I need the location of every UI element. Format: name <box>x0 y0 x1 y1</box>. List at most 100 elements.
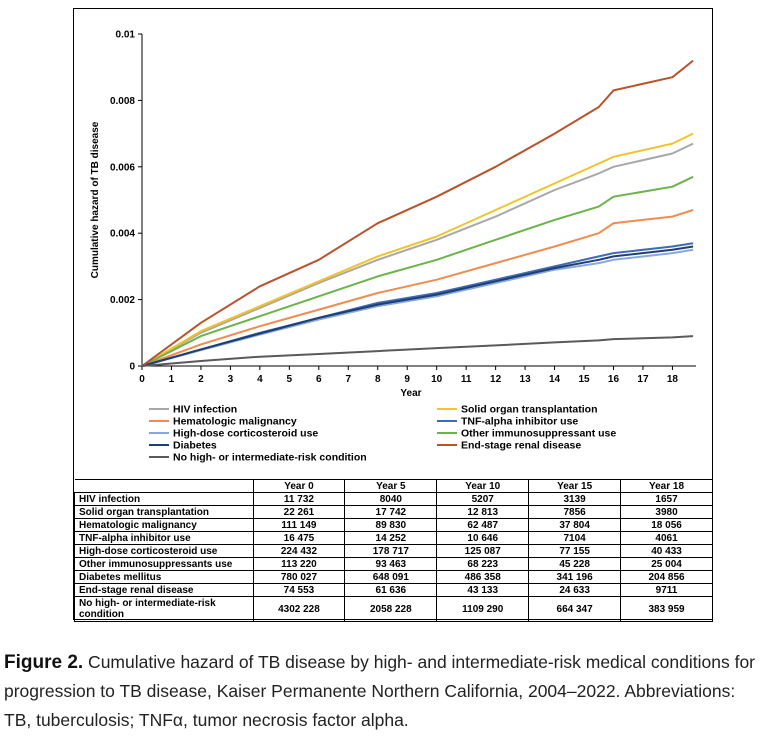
x-tick-label: 0 <box>139 374 145 385</box>
table-row: HIV infection 11 732 8040 5207 3139 1657 <box>74 492 713 506</box>
table-cell: 7104 <box>528 531 622 545</box>
table-header-cell: Year 15 <box>528 479 622 493</box>
table-cell: 486 358 <box>436 570 530 584</box>
table-corner-cell <box>74 479 254 493</box>
table-cell: 68 223 <box>436 557 530 571</box>
figure-caption: Figure 2. Cumulative hazard of TB diseas… <box>4 648 764 735</box>
table-cell: 178 717 <box>344 544 438 558</box>
table-body: HIV infection 11 732 8040 5207 3139 1657 Solid… <box>74 492 713 622</box>
table-header-cell: Year 5 <box>344 479 438 493</box>
y-tick-label: 0.002 <box>110 295 135 306</box>
x-tick-label: 18 <box>667 374 679 385</box>
table-cell: 8040 <box>344 492 438 506</box>
table-cell: 341 196 <box>528 570 622 584</box>
table-row: End-stage renal disease 74 553 61 636 43 13… <box>74 583 713 597</box>
x-tick-label: 7 <box>345 374 351 385</box>
series-line-hematologic-malignancy <box>141 209 694 367</box>
table-cell: 204 856 <box>620 570 713 584</box>
legend-label-diabetes: Diabetes <box>173 440 217 452</box>
caption-text: Cumulative hazard of TB disease by high-… <box>4 652 755 730</box>
x-tick-label: 11 <box>461 374 472 385</box>
table-header-cell: Year 18 <box>620 479 713 493</box>
series-line-hiv-infection <box>141 142 694 367</box>
table-cell: 62 487 <box>436 518 530 532</box>
legend-label-end-stage-renal-disease: End-stage renal disease <box>461 440 581 452</box>
figure-label: Figure 2. <box>4 652 84 673</box>
table-row-label: Other immunosuppressants use <box>74 557 254 571</box>
table-cell: 1657 <box>620 492 713 506</box>
x-tick-label: 13 <box>520 374 532 385</box>
x-tick-label: 3 <box>228 374 234 385</box>
table-row-label: Hematologic malignancy <box>74 518 254 532</box>
table-cell: 61 636 <box>344 583 438 597</box>
table-cell: 77 155 <box>528 544 622 558</box>
table-cell: 2058 228 <box>344 596 438 622</box>
table-cell: 89 830 <box>344 518 438 532</box>
table-cell: 4061 <box>620 531 713 545</box>
y-tick-label: 0.01 <box>116 30 136 41</box>
table-cell: 45 228 <box>528 557 622 571</box>
table-cell: 18 056 <box>620 518 713 532</box>
table-row-label: End-stage renal disease <box>74 583 254 597</box>
table-row-label: No high- or intermediate-risk condition <box>74 596 254 622</box>
table-cell: 22 261 <box>252 505 346 519</box>
y-tick-label: 0.004 <box>110 229 135 240</box>
x-tick-label: 1 <box>169 374 175 385</box>
table-cell: 9711 <box>620 583 713 597</box>
table-cell: 383 959 <box>620 596 713 622</box>
table-cell: 7856 <box>528 505 622 519</box>
table-cell: 37 804 <box>528 518 622 532</box>
table-cell: 113 220 <box>252 557 346 571</box>
series-line-other-immunosuppressant-use <box>141 175 694 367</box>
table-cell: 648 091 <box>344 570 438 584</box>
table-row-label: High-dose corticosteroid use <box>74 544 254 558</box>
table-header-cell: Year 10 <box>436 479 530 493</box>
table-row: Diabetes mellitus 780 027 648 091 486 358 34… <box>74 570 713 584</box>
table-cell: 3139 <box>528 492 622 506</box>
legend-label-other-immunosuppressant-use: Other immunosuppressant use <box>461 428 616 440</box>
y-tick-label: 0.006 <box>110 162 135 173</box>
x-tick-label: 4 <box>257 374 263 385</box>
table-row-label: Solid organ transplantation <box>74 505 254 519</box>
series-line-diabetes <box>141 245 694 367</box>
x-tick-label: 16 <box>608 374 620 385</box>
x-tick-label: 10 <box>431 374 443 385</box>
legend-label-hematologic-malignancy: Hematologic malignancy <box>173 416 297 428</box>
table-cell: 4302 228 <box>252 596 346 622</box>
table-cell: 780 027 <box>252 570 346 584</box>
legend-label-solid-organ-transplantation: Solid organ transplantation <box>461 404 598 416</box>
series-line-end-stage-renal-disease <box>141 59 694 367</box>
table-cell: 12 813 <box>436 505 530 519</box>
table-row: TNF-alpha inhibitor use 16 475 14 252 10 64… <box>74 531 713 545</box>
y-axis-label: Cumulative hazard of TB disease <box>90 121 101 278</box>
table-row: No high- or intermediate-risk condition 4… <box>74 596 713 622</box>
legend-label-tnf-alpha-inhibitor-use: TNF-alpha inhibitor use <box>461 416 578 428</box>
table-cell: 664 347 <box>528 596 622 622</box>
table-header-cell: Year 0 <box>252 479 346 493</box>
legend-label-hiv-infection: HIV infection <box>173 404 237 416</box>
table-cell: 14 252 <box>344 531 438 545</box>
table-cell: 10 646 <box>436 531 530 545</box>
figure-frame: 0 0.002 0.004 0.006 0.008 0.01 0 1 2 3 4 5 6 7 8 9 10 11 1… <box>73 8 713 622</box>
x-tick-label: 8 <box>375 374 381 385</box>
x-tick-label: 6 <box>316 374 322 385</box>
series-line-tnf-alpha-inhibitor-use <box>141 242 694 367</box>
table-cell: 93 463 <box>344 557 438 571</box>
y-tick-label: 0 <box>129 362 135 373</box>
table-row: Hematologic malignancy 111 149 89 830 62 48… <box>74 518 713 532</box>
x-axis-label: Year <box>400 388 421 399</box>
table-row-label: TNF-alpha inhibitor use <box>74 531 254 545</box>
table-row-label: HIV infection <box>74 492 254 506</box>
table-cell: 16 475 <box>252 531 346 545</box>
table-row: Solid organ transplantation 22 261 17 742 1… <box>74 505 713 519</box>
table-row-label: Diabetes mellitus <box>74 570 254 584</box>
table-cell: 11 732 <box>252 492 346 506</box>
y-tick-label: 0.008 <box>110 96 135 107</box>
x-tick-label: 5 <box>287 374 293 385</box>
table-cell: 3980 <box>620 505 713 519</box>
table-header-row: Year 0 Year 5 Year 10 Year 15 Year 18 <box>74 479 713 493</box>
number-at-risk-table: Year 0 Year 5 Year 10 Year 15 Year 18 HIV in… <box>74 479 713 622</box>
